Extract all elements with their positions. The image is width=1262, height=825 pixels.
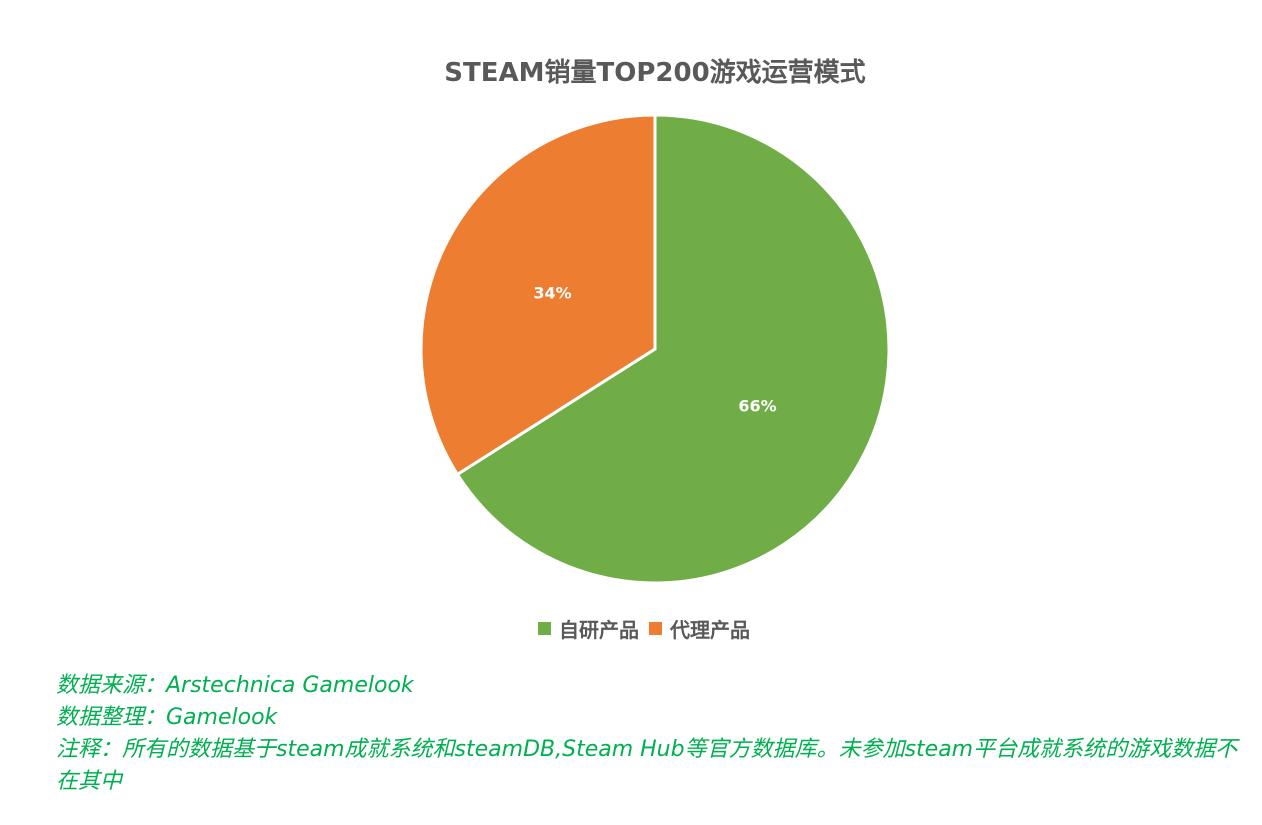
pie-label-self-developed: 66% [738, 396, 776, 415]
legend-label-self-developed: 自研产品 [559, 618, 639, 642]
footnotes: 数据来源：Arstechnica Gamelook 数据整理：Gamelook … [56, 670, 1246, 798]
data-compiled-note: 数据整理：Gamelook [56, 705, 278, 730]
legend-swatch-self-developed [538, 622, 551, 635]
chart-title: STEAM销量TOP200游戏运营模式 [444, 58, 866, 88]
pie-label-licensed: 34% [533, 284, 571, 303]
legend-item-licensed: 代理产品 [649, 614, 750, 643]
pie-slice-licensed [419, 113, 657, 477]
chart-legend: 自研产品 代理产品 [538, 614, 760, 643]
data-source-note: 数据来源：Arstechnica Gamelook [56, 673, 414, 698]
remark-note: 注释：所有的数据基于steam成就系统和steamDB,Steam Hub等官方… [56, 737, 1238, 794]
pie-slice-self-developed [455, 113, 891, 585]
legend-label-licensed: 代理产品 [670, 618, 750, 642]
legend-item-self-developed: 自研产品 [538, 614, 639, 643]
legend-swatch-licensed [649, 622, 662, 635]
